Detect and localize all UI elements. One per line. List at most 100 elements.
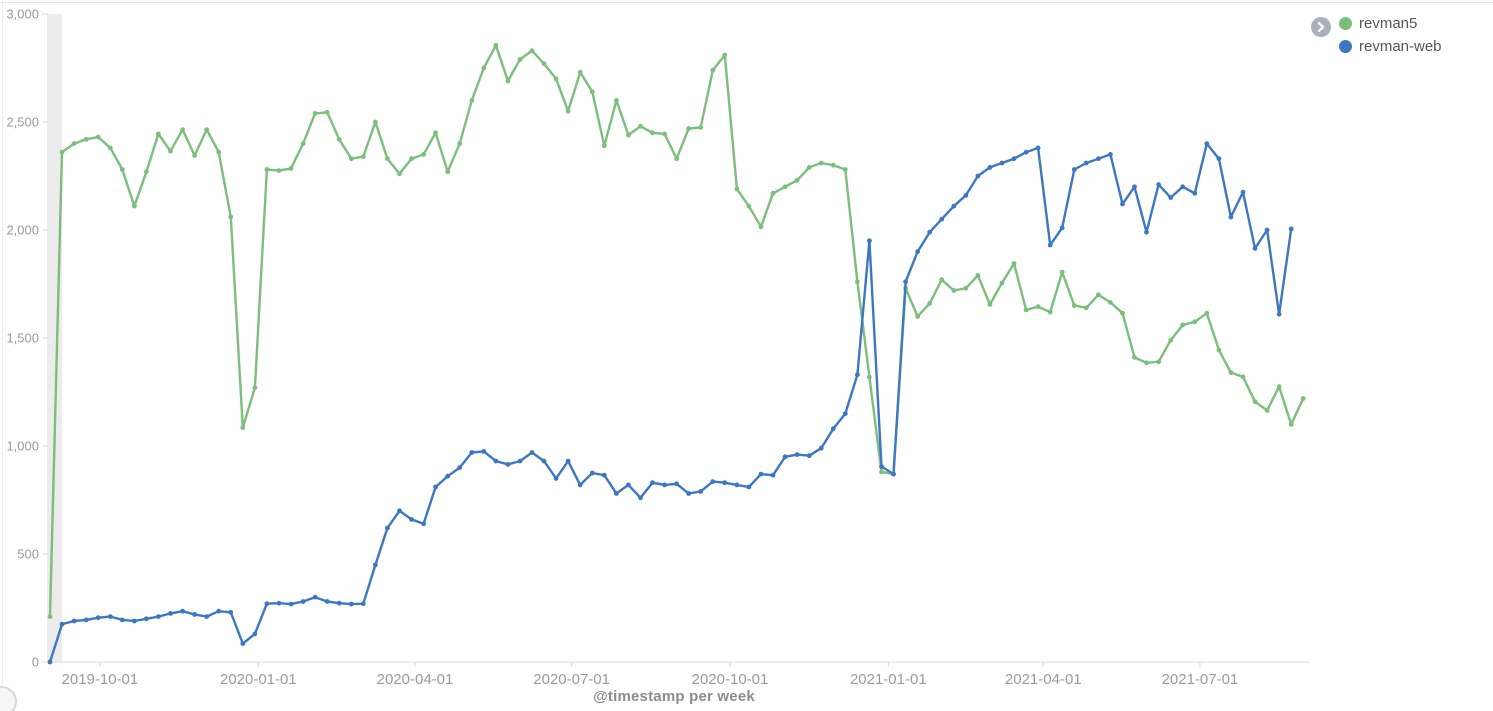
series-line-revman-web (48, 142, 1293, 664)
data-point (1120, 310, 1125, 316)
y-tick-label: 500 (17, 547, 39, 562)
data-point (469, 450, 475, 455)
data-point (119, 617, 125, 623)
data-point (601, 143, 607, 149)
data-point (107, 614, 113, 619)
data-point (939, 277, 945, 283)
data-point (1011, 261, 1017, 266)
data-point (879, 469, 884, 475)
data-point (927, 301, 933, 306)
data-point (638, 123, 643, 129)
data-point (385, 156, 390, 162)
data-point (493, 458, 499, 464)
data-point (300, 599, 306, 604)
data-point (469, 98, 475, 103)
data-point (963, 285, 969, 291)
data-point (1204, 310, 1210, 316)
legend-swatch-1 (1339, 40, 1352, 53)
data-point (662, 131, 667, 137)
data-point (626, 132, 631, 138)
data-point (1276, 311, 1282, 317)
chevron-right-icon (1317, 22, 1325, 32)
data-point (577, 482, 583, 488)
data-point (830, 162, 836, 168)
data-point (975, 273, 981, 278)
data-point (1180, 322, 1186, 328)
data-point (144, 616, 149, 622)
legend-item-revman-web[interactable]: revman-web (1339, 37, 1442, 56)
y-tick-label: 2,500 (6, 115, 39, 130)
x-tick-label: 2021-07-01 (1162, 671, 1239, 688)
data-point (565, 458, 571, 464)
data-point (1192, 190, 1198, 196)
data-point (240, 425, 246, 430)
data-point (47, 614, 53, 619)
data-point (698, 489, 704, 494)
series-revman5 (47, 42, 1306, 619)
data-point (1083, 305, 1089, 311)
legend-items: revman5 revman-web (1339, 14, 1442, 56)
data-point (999, 160, 1005, 166)
data-point (433, 130, 438, 136)
data-point (144, 169, 149, 175)
data-point (867, 374, 872, 380)
data-point (300, 141, 306, 147)
page-corner-control[interactable] (0, 686, 17, 711)
data-point (1071, 167, 1077, 172)
data-point (409, 156, 414, 162)
data-point (939, 216, 945, 222)
data-point (1047, 242, 1053, 248)
data-point (1216, 347, 1222, 353)
x-tick-label: 2020-01-01 (220, 671, 297, 688)
data-point (83, 136, 89, 142)
data-point (553, 476, 559, 481)
data-point (601, 472, 607, 478)
data-point (204, 127, 210, 132)
data-point (710, 479, 716, 484)
data-point (734, 482, 740, 488)
data-point (1035, 145, 1041, 151)
left-border (2, 0, 3, 711)
data-point (867, 238, 872, 244)
data-point (915, 314, 920, 319)
data-point (1144, 360, 1149, 366)
data-point (397, 171, 402, 177)
data-point (1132, 184, 1137, 190)
data-point (710, 67, 716, 73)
data-point (47, 659, 53, 665)
data-point (421, 152, 426, 157)
data-point (565, 108, 571, 114)
data-point (276, 168, 282, 174)
data-point (1132, 355, 1137, 360)
data-point (782, 184, 788, 190)
legend-item-revman5[interactable]: revman5 (1339, 14, 1442, 33)
legend-toggle-button[interactable] (1311, 17, 1331, 37)
legend-swatch-0 (1339, 17, 1352, 30)
data-point (517, 458, 523, 464)
data-point (818, 160, 824, 166)
x-tick-label: 2021-01-01 (850, 671, 927, 688)
data-point (95, 134, 101, 140)
data-point (662, 482, 667, 488)
x-tick-label: 2021-04-01 (1005, 671, 1082, 688)
data-point (1156, 182, 1161, 188)
data-point (1264, 227, 1270, 233)
data-point (445, 473, 451, 479)
data-point (1035, 304, 1041, 310)
data-point (336, 136, 342, 142)
data-point (1168, 337, 1174, 343)
data-point (517, 57, 523, 62)
data-point (180, 608, 186, 614)
data-point (806, 165, 812, 170)
data-point (59, 621, 65, 627)
x-tick-label: 2020-10-01 (692, 671, 769, 688)
data-point (445, 169, 451, 175)
data-point (577, 69, 583, 75)
data-point (373, 562, 378, 568)
data-point (722, 480, 728, 486)
data-point (686, 126, 692, 131)
data-point (192, 153, 198, 158)
data-point (228, 214, 234, 220)
data-point (1156, 359, 1161, 365)
data-point (457, 465, 463, 470)
